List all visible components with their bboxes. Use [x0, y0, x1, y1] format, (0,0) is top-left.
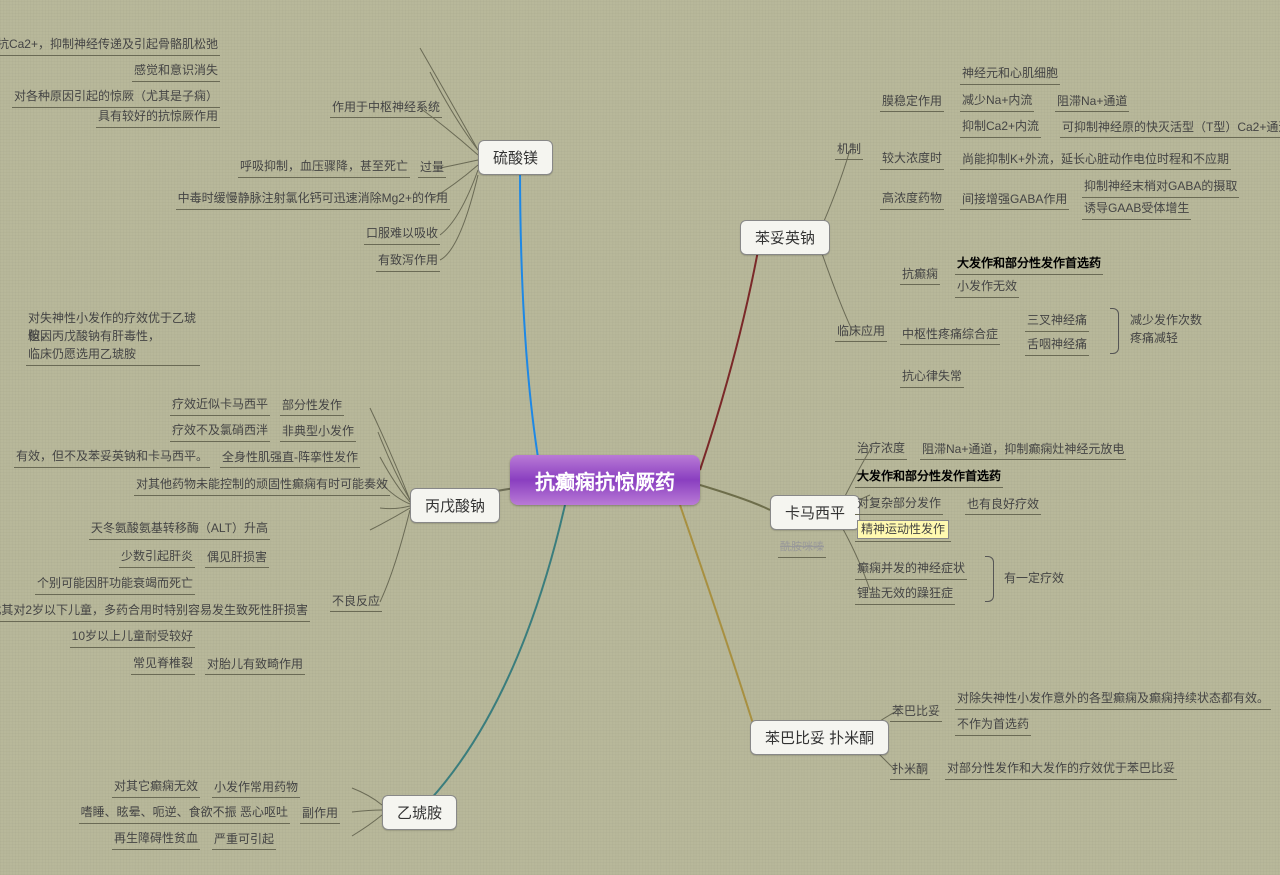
pht-c2-r2: 疼痛减轻 [1128, 330, 1180, 349]
vpa-intro3: 临床仍愿选用乙琥胺 [26, 346, 200, 366]
mgso4-l4-mid: 过量 [418, 158, 446, 178]
vpa-a3-mid: 全身性肌强直-阵挛性发作 [220, 448, 360, 468]
pht-m2-r: 尚能抑制K+外流，延长心脏动作电位时程和不应期 [960, 150, 1231, 170]
cbz-l3a: 对复杂部分发作 [855, 495, 943, 515]
etho-l3-mid: 严重可引起 [212, 830, 276, 850]
cbz-l6a: 癫痫并发的神经症状 [855, 560, 967, 580]
pht-c2-label: 中枢性疼痛综合症 [900, 325, 1000, 345]
pht-c1-label: 抗癫痫 [900, 265, 940, 285]
pb-p2a: 对部分性发作和大发作的疗效优于苯巴比妥 [945, 760, 1177, 780]
mgso4-l3-mid: 作用于中枢神经系统 [330, 98, 442, 118]
vpa-adv1: 少数引起肝炎 [119, 548, 195, 568]
cbz-l2: 大发作和部分性发作首选药 [855, 468, 1003, 488]
pht-c2-r1: 减少发作次数 [1128, 312, 1204, 331]
cbz-l1a: 治疗浓度 [855, 440, 907, 460]
mgso4-l6: 口服难以吸收 [364, 225, 440, 245]
vpa-a1: 疗效近似卡马西平 [170, 396, 270, 416]
node-mgso4[interactable]: 硫酸镁 [478, 140, 553, 175]
etho-l2: 嗜睡、眩晕、呃逆、食欲不振 恶心呕吐 [79, 804, 290, 824]
pb-p2-label: 扑米酮 [890, 760, 930, 780]
vpa-alt: 天冬氨酸氨基转移酶（ALT）升高 [89, 520, 270, 540]
pb-p1-label: 苯巴比妥 [890, 702, 942, 722]
vpa-adv2: 个别可能因肝功能衰竭而死亡 [35, 575, 195, 595]
vpa-adv3: 尤其对2岁以下儿童，多药合用时特别容易发生致死性肝损害 [0, 602, 310, 622]
mgso4-l1: 拮抗Ca2+，抑制神经传递及引起骨骼肌松弛 [0, 36, 220, 56]
node-pht-label: 苯妥英钠 [755, 230, 815, 247]
node-cbz-label: 卡马西平 [785, 505, 845, 522]
node-pbprim[interactable]: 苯巴比妥 扑米酮 [750, 720, 889, 755]
node-etho[interactable]: 乙琥胺 [382, 795, 457, 830]
node-pht[interactable]: 苯妥英钠 [740, 220, 830, 255]
mgso4-l5: 中毒时缓慢静脉注射氯化钙可迅速消除Mg2+的作用 [176, 190, 450, 210]
pht-m3a: 抑制神经末梢对GABA的摄取 [1082, 178, 1239, 198]
pht-mech-label: 机制 [835, 140, 863, 160]
vpa-a1-mid: 部分性发作 [280, 396, 344, 416]
pht-m3: 高浓度药物 [880, 190, 944, 210]
pht-m3-mid: 间接增强GABA作用 [960, 190, 1069, 210]
pht-m1b: 减少Na+内流 [960, 92, 1034, 112]
pht-m1c-r: 可抑制神经原的快灭活型（T型）Ca2+通道 [1060, 118, 1280, 138]
node-etho-label: 乙琥胺 [397, 805, 442, 822]
pht-m1c: 抑制Ca2+内流 [960, 118, 1041, 138]
vpa-adv5: 常见脊椎裂 [131, 655, 195, 675]
mgso4-l2: 感觉和意识消失 [132, 62, 220, 82]
vpa-a2: 疗效不及氯硝西泮 [170, 422, 270, 442]
center-topic: 抗癫痫抗惊厥药 [510, 455, 700, 505]
vpa-adv5-mid: 对胎儿有致畸作用 [205, 655, 305, 675]
pht-c1a: 大发作和部分性发作首选药 [955, 255, 1103, 275]
pht-clin-label: 临床应用 [835, 322, 887, 342]
pht-c2-brace [1110, 308, 1119, 354]
etho-l2-mid: 副作用 [300, 804, 340, 824]
etho-l3: 再生障碍性贫血 [112, 830, 200, 850]
pb-p1a: 对除失神性小发作意外的各型癫痫及癫痫持续状态都有效。 [955, 690, 1271, 710]
mgso4-l3b: 具有较好的抗惊厥作用 [96, 108, 220, 128]
cbz-l3b: 也有良好疗效 [965, 495, 1041, 515]
vpa-a3: 有效，但不及苯妥英钠和卡马西平。 [14, 448, 210, 468]
node-pbprim-label: 苯巴比妥 扑米酮 [765, 730, 874, 747]
center-label: 抗癫痫抗惊厥药 [535, 466, 675, 495]
cbz-l6b: 锂盐无效的躁狂症 [855, 585, 955, 605]
cbz-brace [985, 556, 994, 602]
pht-m3b: 诱导GAAB受体增生 [1082, 200, 1191, 220]
vpa-adv-label: 不良反应 [330, 592, 382, 612]
cbz-l5: 酰胺咪嗪 [778, 540, 826, 558]
vpa-adv1-mid: 偶见肝损害 [205, 548, 269, 568]
pht-c2a: 三叉神经痛 [1025, 312, 1089, 332]
cbz-l1b: 阻滞Na+通道，抑制癫痫灶神经元放电 [920, 440, 1126, 460]
pht-m1a: 神经元和心肌细胞 [960, 65, 1060, 85]
etho-l1-mid: 小发作常用药物 [212, 778, 300, 798]
mgso4-l4: 呼吸抑制，血压骤降，甚至死亡 [238, 158, 410, 178]
vpa-a4: 对其他药物未能控制的顽固性癫痫有时可能奏效 [134, 476, 390, 496]
cbz-l4-hl: 精神运动性发作 [857, 520, 949, 539]
pht-c3: 抗心律失常 [900, 368, 964, 388]
etho-l1: 对其它癫痫无效 [112, 778, 200, 798]
pht-c2b: 舌咽神经痛 [1025, 336, 1089, 356]
vpa-a2-mid: 非典型小发作 [280, 422, 356, 442]
node-cbz[interactable]: 卡马西平 [770, 495, 860, 530]
node-vpa[interactable]: 丙戊酸钠 [410, 488, 500, 523]
mgso4-l7: 有致泻作用 [376, 252, 440, 272]
cbz-l4: 精神运动性发作 [855, 520, 951, 542]
vpa-adv4: 10岁以上儿童耐受较好 [70, 628, 195, 648]
mgso4-l3a: 对各种原因引起的惊厥（尤其是子痫） [12, 88, 220, 108]
pht-c1b: 小发作无效 [955, 278, 1019, 298]
pht-m1b-r: 阻滞Na+通道 [1055, 92, 1129, 112]
cbz-l6-r: 有一定疗效 [1002, 570, 1066, 589]
vpa-intro2: 但因丙戊酸钠有肝毒性， [26, 328, 200, 347]
node-vpa-label: 丙戊酸钠 [425, 498, 485, 515]
pb-p1b: 不作为首选药 [955, 716, 1031, 736]
pht-m2: 较大浓度时 [880, 150, 944, 170]
node-mgso4-label: 硫酸镁 [493, 150, 538, 167]
pht-m1-label: 膜稳定作用 [880, 92, 944, 112]
